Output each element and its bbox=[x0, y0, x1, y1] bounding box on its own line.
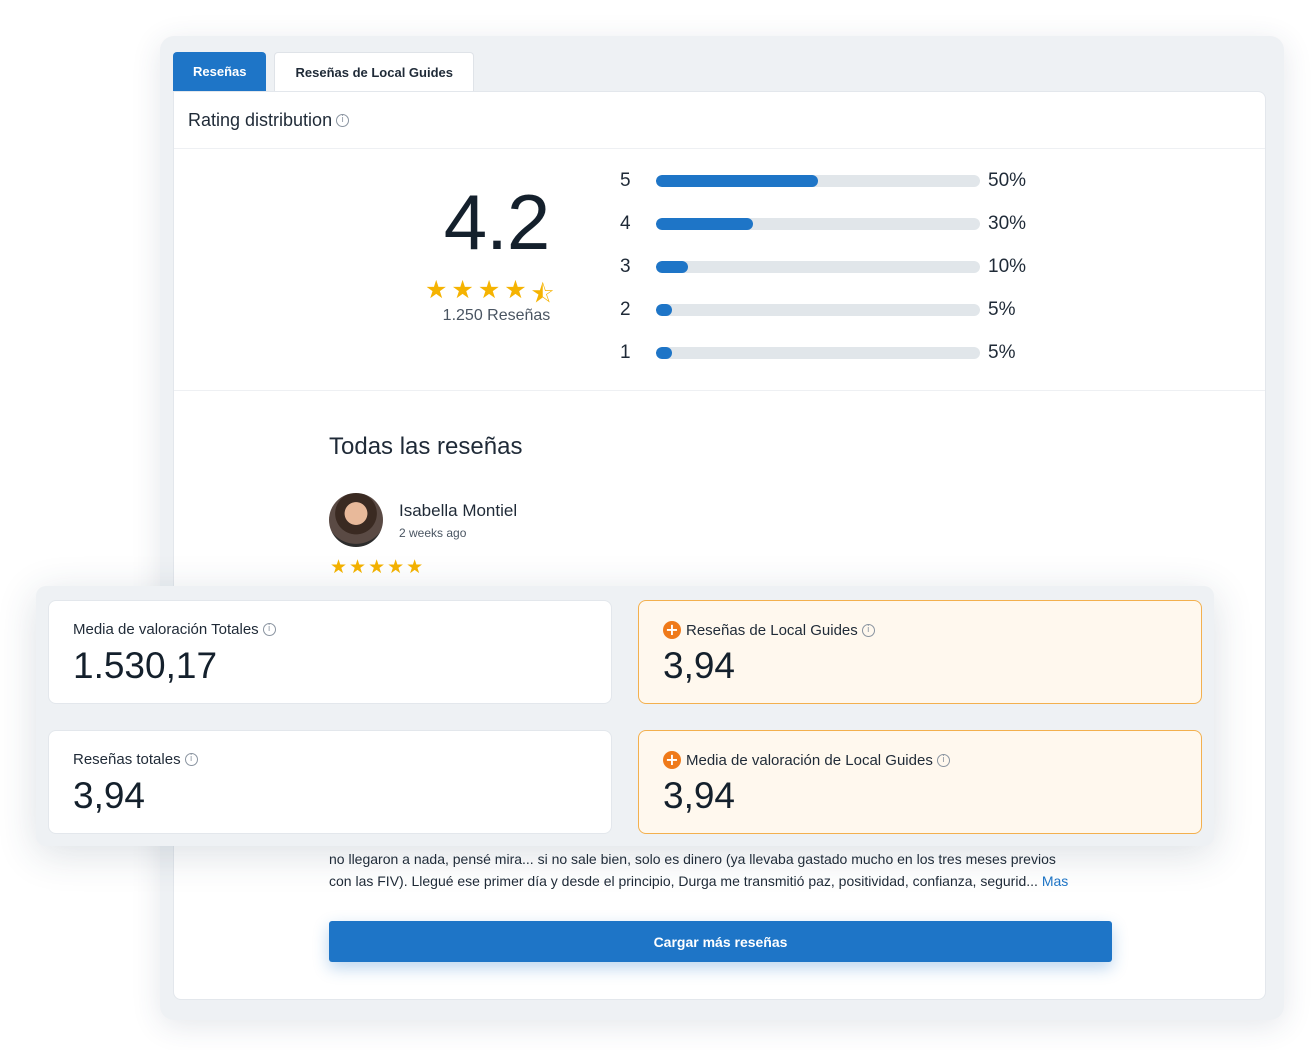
distribution-percent: 30% bbox=[988, 213, 1027, 234]
stat-card-resenas-totales: Reseñas totales i 3,94 bbox=[48, 730, 612, 834]
distribution-star-label: 3 bbox=[620, 256, 631, 277]
reviews-panel: Rating distribution i 4.2 ★ ★ ★ ★ ⯪ 1.25… bbox=[173, 91, 1266, 1000]
info-icon[interactable]: i bbox=[262, 623, 276, 636]
star-icon: ★ bbox=[504, 275, 527, 304]
star-icon: ★ bbox=[425, 275, 448, 304]
distribution-star-label: 2 bbox=[620, 299, 631, 320]
distribution-percent: 50% bbox=[988, 170, 1027, 191]
distribution-bar bbox=[656, 175, 980, 187]
star-icon: ★ bbox=[451, 275, 474, 304]
distribution-star-label: 4 bbox=[620, 213, 631, 234]
stat-label-text: Media de valoración de Local Guides bbox=[686, 751, 933, 769]
distribution-bar-fill bbox=[656, 304, 673, 316]
review-stars: ★★★★★ bbox=[330, 556, 426, 578]
distribution-star-label: 5 bbox=[620, 170, 631, 191]
info-icon[interactable]: i bbox=[336, 113, 350, 127]
stat-value: 3,94 bbox=[73, 775, 146, 816]
distribution-bar bbox=[656, 218, 980, 230]
distribution-row: 5 50% bbox=[620, 169, 1026, 193]
star-icon: ★ bbox=[477, 275, 501, 304]
distribution-percent: 10% bbox=[988, 256, 1027, 277]
all-reviews-title: Todas las reseñas bbox=[329, 433, 523, 460]
rating-distribution-header: Rating distribution i bbox=[174, 92, 1265, 149]
distribution-bar bbox=[656, 261, 980, 273]
review-timestamp: 2 weeks ago bbox=[399, 526, 467, 540]
info-icon[interactable]: i bbox=[861, 623, 875, 637]
distribution-bar bbox=[656, 347, 980, 359]
distribution-bar-fill bbox=[656, 218, 754, 230]
distribution-bar-fill bbox=[656, 347, 673, 359]
review-count: 1.250 Reseñas bbox=[442, 307, 551, 324]
review-text-line: no llegaron a nada, pensé mira... si no … bbox=[329, 851, 1056, 867]
avatar[interactable] bbox=[329, 493, 383, 547]
info-icon[interactable]: i bbox=[184, 753, 198, 766]
load-more-reviews-button[interactable]: Cargar más reseñas bbox=[329, 921, 1112, 962]
average-stars: ★ ★ ★ ★ ⯪ bbox=[425, 275, 554, 318]
review-text: no llegaron a nada, pensé mira... si no … bbox=[329, 848, 1129, 892]
distribution-bar-fill bbox=[656, 261, 689, 273]
stat-card-media-valoracion-local-guides: + Media de valoración de Local Guides i … bbox=[638, 730, 1202, 834]
stat-value: 3,94 bbox=[663, 645, 736, 686]
stat-value: 1.530,17 bbox=[73, 645, 218, 686]
stat-label-text: Reseñas totales bbox=[73, 751, 181, 768]
more-link[interactable]: Mas bbox=[1041, 873, 1069, 889]
stat-card-media-valoracion-totales: Media de valoración Totales i 1.530,17 bbox=[48, 600, 612, 704]
stat-value: 3,94 bbox=[663, 775, 736, 816]
distribution-bar bbox=[656, 304, 980, 316]
distribution-row: 2 5% bbox=[620, 298, 1015, 322]
distribution-percent: 5% bbox=[988, 299, 1016, 320]
distribution-star-label: 1 bbox=[620, 342, 631, 363]
plus-circle-icon: + bbox=[663, 751, 681, 769]
stat-card-resenas-local-guides: + Reseñas de Local Guides i 3,94 bbox=[638, 600, 1202, 704]
stat-label: Media de valoración Totales i bbox=[73, 621, 276, 638]
stat-label-text: Reseñas de Local Guides bbox=[686, 621, 858, 639]
distribution-row: 3 10% bbox=[620, 255, 1026, 279]
average-rating: 4.2 bbox=[443, 178, 550, 266]
distribution-row: 4 30% bbox=[620, 212, 1026, 236]
plus-circle-icon: + bbox=[663, 621, 681, 639]
stat-label: + Media de valoración de Local Guides i bbox=[663, 751, 950, 769]
tab-resenas[interactable]: Reseñas bbox=[173, 52, 267, 91]
distribution-bar-fill bbox=[656, 175, 818, 187]
stats-overlay: Media de valoración Totales i 1.530,17 +… bbox=[36, 586, 1214, 846]
stat-label: Reseñas totales i bbox=[73, 751, 198, 768]
rating-distribution-title: Rating distribution bbox=[188, 109, 333, 130]
stat-label: + Reseñas de Local Guides i bbox=[663, 621, 875, 639]
distribution-row: 1 5% bbox=[620, 341, 1015, 365]
stat-label-text: Media de valoración Totales bbox=[73, 621, 259, 638]
review-text-line: con las FIV). Llegué ese primer día y de… bbox=[329, 873, 1038, 889]
review-tabs: Reseñas Reseñas de Local Guides bbox=[173, 52, 474, 91]
distribution-percent: 5% bbox=[988, 342, 1016, 363]
tab-local-guides[interactable]: Reseñas de Local Guides bbox=[274, 52, 474, 91]
reviewer-name[interactable]: Isabella Montiel bbox=[399, 501, 518, 520]
info-icon[interactable]: i bbox=[936, 753, 950, 767]
rating-summary: 4.2 ★ ★ ★ ★ ⯪ 1.250 Reseñas 5 50% 4 30% … bbox=[174, 149, 1265, 391]
half-star-icon: ⯪ bbox=[530, 279, 555, 308]
